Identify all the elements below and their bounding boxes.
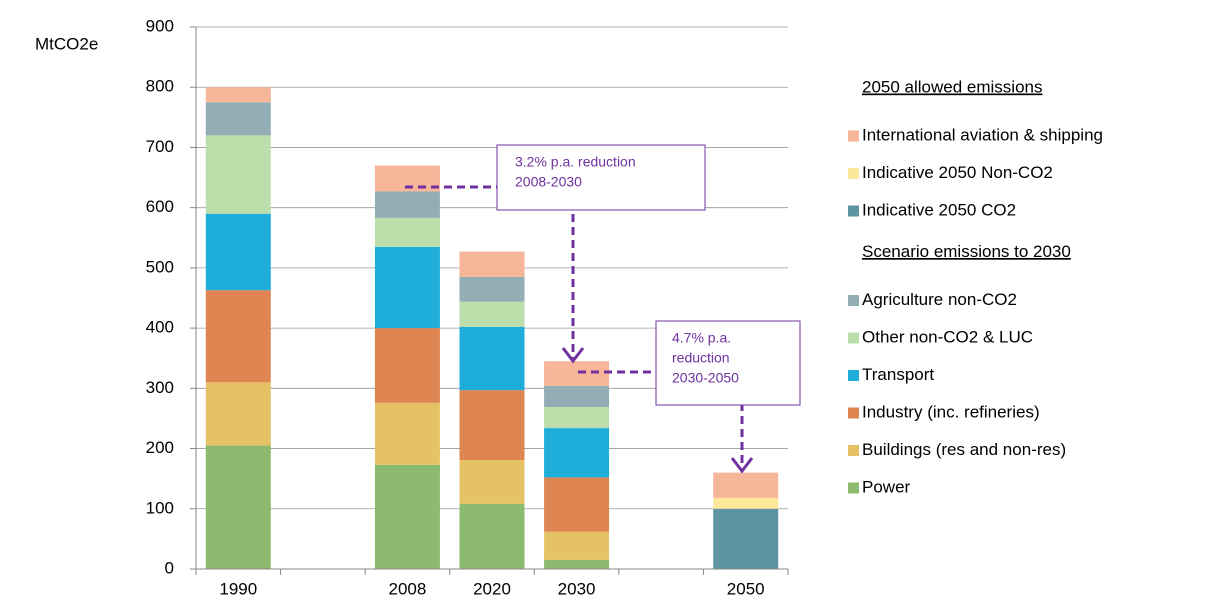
legend-swatch (848, 332, 859, 344)
y-tick-label: 800 (146, 77, 174, 96)
y-tick-label: 700 (146, 137, 174, 156)
y-tick-label: 200 (146, 438, 174, 457)
bar-segment (459, 459, 525, 504)
legend-swatch (848, 370, 859, 381)
legend-label: Indicative 2050 Non-CO2 (862, 163, 1053, 182)
bar-segment (374, 191, 440, 218)
bar-segment (205, 87, 271, 103)
legend-title: 2050 allowed emissions (862, 77, 1043, 96)
bar-segment (459, 301, 525, 327)
bar-segment (205, 135, 271, 214)
arrow-head (561, 347, 585, 364)
legend-swatch (848, 407, 859, 419)
annotation: 2008-2030 (515, 174, 582, 190)
bar-segment (459, 503, 525, 569)
bar-segment (459, 390, 525, 460)
bar-segment (544, 477, 610, 532)
bar-segment (205, 102, 271, 136)
annotation: 4.7% p.a. (672, 330, 731, 346)
x-tick-label: 2030 (558, 579, 596, 598)
legend-label: Power (862, 477, 911, 496)
annotation: 2030-2050 (672, 370, 739, 386)
y-tick-label: 900 (146, 16, 174, 35)
legend-swatch (848, 295, 859, 306)
bars (205, 87, 779, 569)
legend: 2050 allowed emissions International avia… (848, 77, 1103, 496)
annotation: 3.2% p.a. reduction (515, 154, 636, 170)
bar-segment (205, 445, 271, 569)
y-tick-label: 600 (146, 197, 174, 216)
x-tick-label: 2008 (389, 579, 427, 598)
arrow-heads (561, 347, 754, 474)
legend-swatch (848, 205, 859, 217)
bar-segment (374, 246, 440, 329)
legend-swatch (848, 482, 859, 494)
bar-segment (713, 497, 779, 509)
bar-segment (205, 290, 271, 383)
bar-segment (544, 531, 610, 560)
bar-segment (374, 217, 440, 247)
bar-segment (459, 276, 525, 302)
legend-label: Indicative 2050 CO2 (862, 200, 1016, 219)
y-tick-label: 400 (146, 318, 174, 337)
legend-label: Other non-CO2 & LUC (862, 327, 1033, 346)
bar-segment (713, 472, 779, 498)
bar-segment (544, 407, 610, 429)
bar-segment (374, 464, 440, 569)
bar-segment (544, 385, 610, 408)
arrow-head (730, 457, 754, 474)
legend-label: Transport (862, 365, 934, 384)
y-tick-label: 300 (146, 378, 174, 397)
annotation: reduction (672, 350, 730, 366)
x-tick-label: 2050 (727, 579, 765, 598)
bar-segment (544, 428, 610, 478)
x-tick-label: 2020 (473, 579, 511, 598)
legend-label: International aviation & shipping (862, 125, 1103, 144)
bar-segment (459, 326, 525, 391)
y-tick-label: 100 (146, 498, 174, 517)
legend-label: Industry (inc. refineries) (862, 402, 1040, 421)
bar-segment (544, 361, 610, 386)
annotation-box (496, 144, 706, 211)
legend-swatch (848, 130, 859, 142)
legend-title: Scenario emissions to 2030 (862, 242, 1071, 261)
y-tick-label: 500 (146, 257, 174, 276)
annotation-box (655, 320, 801, 406)
bar-segment (544, 559, 610, 569)
bar-segment (713, 508, 779, 569)
bar-segment (459, 251, 525, 277)
bar-segment (205, 382, 271, 446)
arrow-1 (405, 185, 575, 358)
legend-label: Agriculture non-CO2 (862, 290, 1017, 309)
y-tick-label: 0 (165, 558, 174, 577)
legend-label: Buildings (res and non-res) (862, 440, 1066, 459)
legend-swatch (848, 445, 859, 456)
y-axis-label: MtCO2e (35, 34, 98, 53)
bar-segment (205, 213, 271, 291)
x-tick-label: 1990 (219, 579, 257, 598)
bar-segment (374, 402, 440, 465)
bar-segment (374, 328, 440, 403)
legend-swatch (848, 168, 859, 179)
